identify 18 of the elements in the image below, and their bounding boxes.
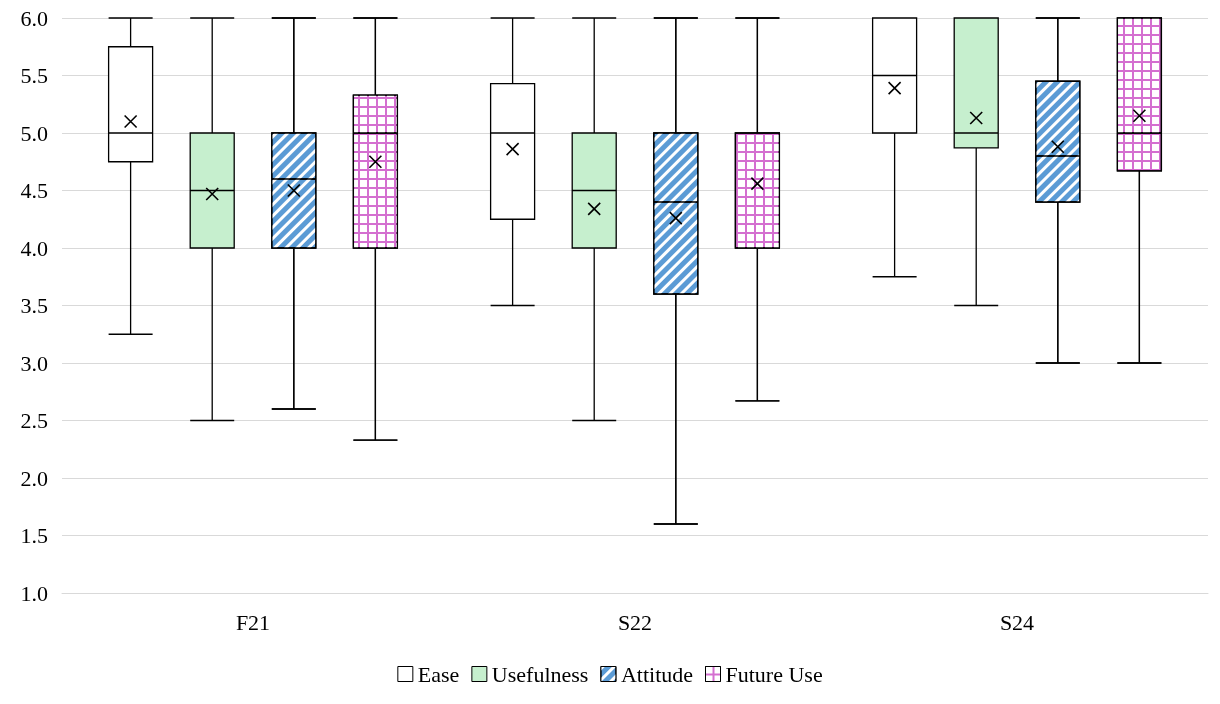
legend-label: Ease <box>417 661 460 687</box>
y-tick-label: 2.5 <box>20 408 48 433</box>
y-tick-label: 4.0 <box>20 235 48 261</box>
y-tick-label: 2.0 <box>20 465 48 491</box>
y-tick-label: 3.0 <box>20 350 48 376</box>
legend-label: Usefulness <box>491 661 589 687</box>
x-tick-label: S22 <box>617 609 653 635</box>
y-tick-label: 1.5 <box>20 523 48 548</box>
y-tick-label: 5.0 <box>20 120 48 146</box>
y-tick-label: 5.5 <box>20 63 48 88</box>
y-tick-label: 4.5 <box>20 178 48 203</box>
y-tick-label: 6.0 <box>20 5 48 31</box>
y-tick-label: 3.5 <box>20 293 48 318</box>
y-tick-label: 1.0 <box>20 580 48 606</box>
x-tick-label: S24 <box>999 609 1035 635</box>
legend-label: Future Use <box>725 661 823 687</box>
legend-label: Attitude <box>620 661 694 687</box>
x-tick-label: F21 <box>235 609 271 635</box>
